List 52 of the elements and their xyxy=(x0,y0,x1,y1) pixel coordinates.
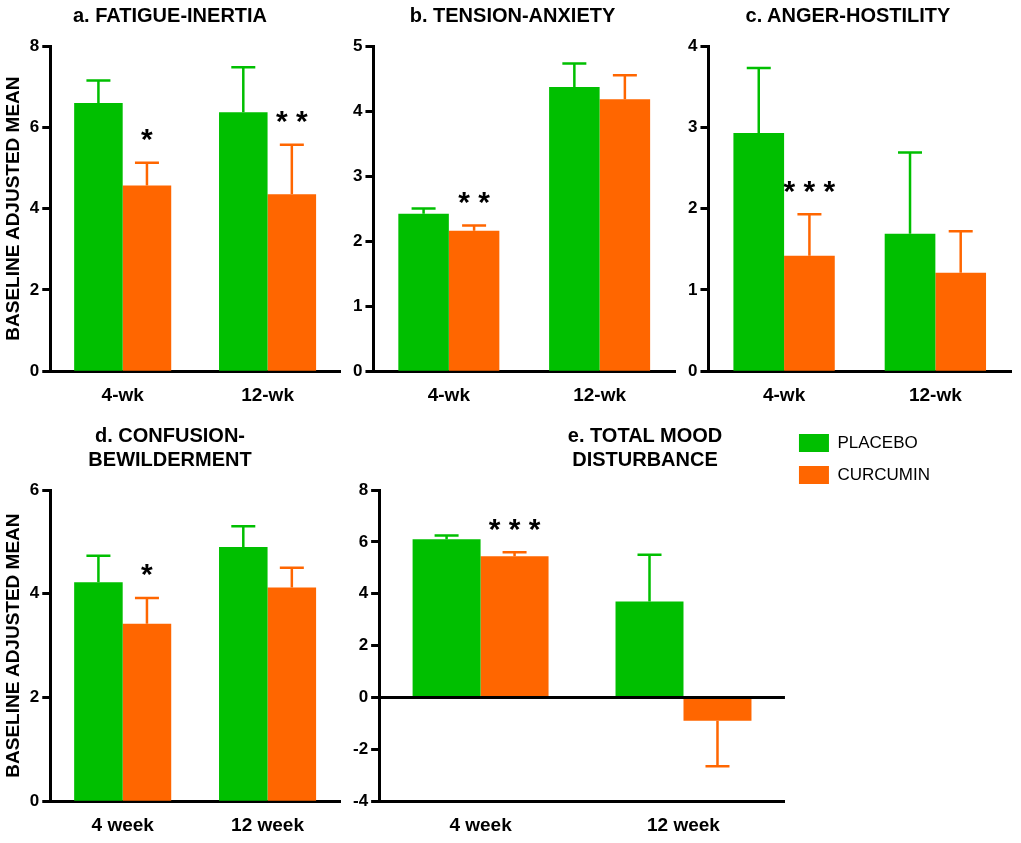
y-tick-label: 2 xyxy=(687,198,698,218)
y-tick-label: 4 xyxy=(687,35,698,55)
legend-label: PLACEBO xyxy=(837,432,918,452)
y-tick-label: 2 xyxy=(29,687,40,707)
y-tick-label: 8 xyxy=(358,479,369,499)
y-tick-label: 2 xyxy=(29,279,40,299)
y-tick-label: 6 xyxy=(29,479,40,499)
y-tick-label: 2 xyxy=(352,230,363,250)
y-tick-label: 0 xyxy=(29,790,40,810)
annotation: * xyxy=(141,121,154,155)
chart-title: e. TOTAL MOOD DISTURBANCE xyxy=(567,423,723,470)
y-tick-label: 1 xyxy=(352,295,363,315)
y-tick-label: 2 xyxy=(358,635,369,655)
y-tick-label: 8 xyxy=(29,35,40,55)
chart-title: d. CONFUSION-BEWILDERMENT xyxy=(88,423,252,470)
x-tick-label: 4 week xyxy=(91,813,155,835)
x-tick-label: 4-wk xyxy=(427,383,471,405)
x-tick-label: 12 week xyxy=(231,813,305,835)
y-tick-label: 1 xyxy=(687,279,698,299)
legend-label: CURCUMIN xyxy=(837,464,930,484)
y-tick-label: 4 xyxy=(29,583,40,603)
y-tick-label: -2 xyxy=(352,739,369,759)
x-tick-label: 12-wk xyxy=(241,383,295,405)
y-tick-label: 0 xyxy=(352,360,363,380)
annotation: * * xyxy=(275,104,308,138)
y-tick-label: 4 xyxy=(352,100,363,120)
y-tick-label: 4 xyxy=(358,583,369,603)
x-tick-label: 4-wk xyxy=(101,383,145,405)
annotation: * * * xyxy=(488,511,541,545)
annotation: * * xyxy=(458,184,491,218)
y-axis-title: BASELINE ADJUSTED MEAN xyxy=(1,513,23,778)
annotation: * * * xyxy=(783,173,836,207)
y-tick-label: 3 xyxy=(687,116,698,136)
x-tick-label: 12-wk xyxy=(573,383,627,405)
y-tick-label: 4 xyxy=(29,198,40,218)
annotation: * xyxy=(141,557,154,591)
y-tick-label: 5 xyxy=(352,35,363,55)
x-tick-label: 4-wk xyxy=(762,383,806,405)
y-tick-label: 3 xyxy=(352,165,363,185)
y-tick-label: 6 xyxy=(29,116,40,136)
y-tick-label: 0 xyxy=(358,687,369,707)
y-axis-title: BASELINE ADJUSTED MEAN xyxy=(1,76,23,341)
chart-title: a. FATIGUE-INERTIA xyxy=(72,3,268,26)
y-tick-label: -4 xyxy=(352,790,369,810)
chart-title: c. ANGER-HOSTILITY xyxy=(745,3,952,26)
y-tick-label: 0 xyxy=(29,360,40,380)
x-tick-label: 12-wk xyxy=(908,383,963,405)
x-tick-label: 4 week xyxy=(449,813,513,835)
x-tick-label: 12 week xyxy=(647,813,721,835)
y-tick-label: 0 xyxy=(687,360,698,380)
chart-title: b. TENSION-ANXIETY xyxy=(409,3,616,26)
y-tick-label: 6 xyxy=(358,531,369,551)
